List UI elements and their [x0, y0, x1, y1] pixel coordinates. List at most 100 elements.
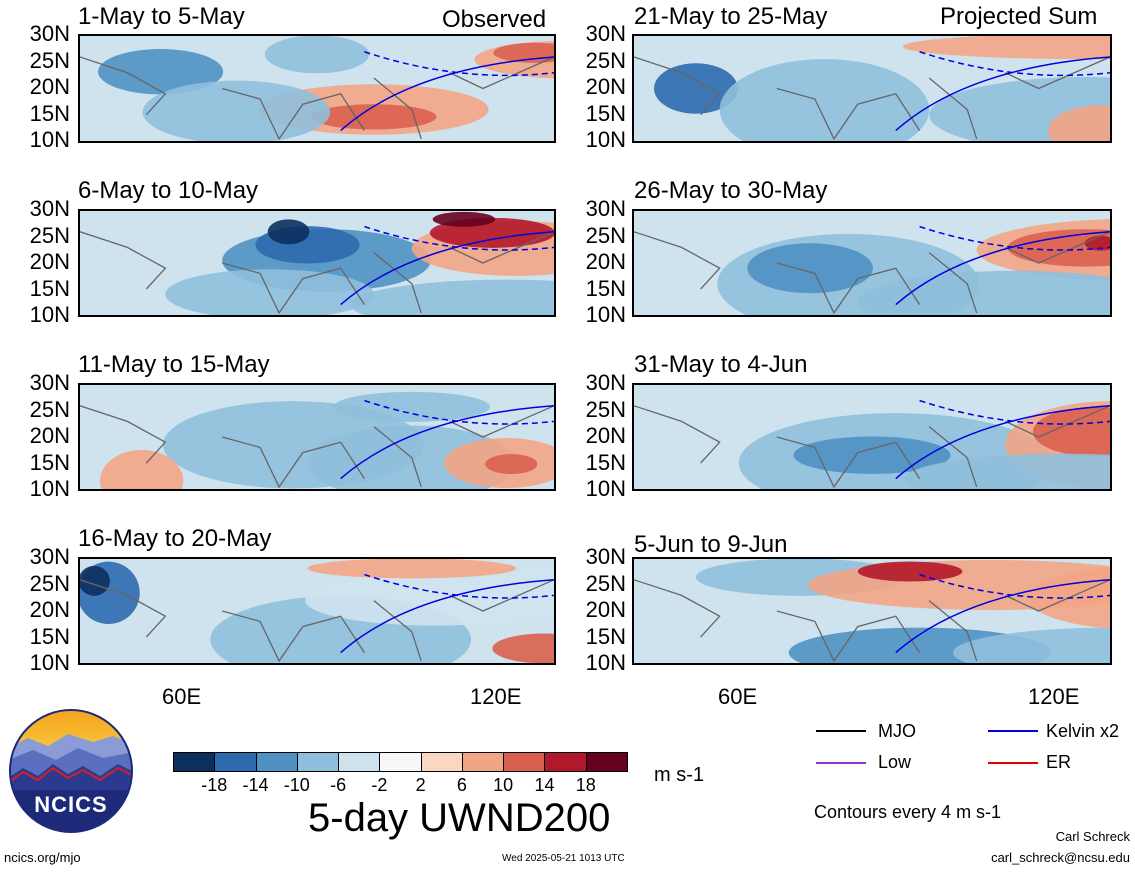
lat-tick-label: 25N	[585, 47, 626, 73]
anomaly-region	[857, 270, 1110, 315]
colorbar-swatch	[173, 752, 216, 772]
coastline	[80, 56, 554, 141]
coastline	[80, 231, 554, 315]
colorbar-swatch	[338, 752, 381, 772]
chart-title: 5-day UWND200	[308, 796, 611, 840]
units-label: m s-1	[654, 764, 704, 786]
logo-text: NCICS	[34, 792, 108, 817]
lat-tick-label: 25N	[29, 570, 70, 596]
footer-timestamp: Wed 2025-05-21 1013 UTC	[502, 853, 625, 864]
colorbar-swatch	[296, 752, 340, 772]
legend-line-mjo	[816, 730, 866, 732]
footer-author: Carl Schreck	[1055, 829, 1130, 844]
lat-tick-label: 25N	[29, 396, 70, 422]
lat-tick-label: 20N	[29, 597, 70, 622]
anomaly-region	[485, 454, 538, 475]
anomaly-region	[267, 219, 310, 245]
map-panel	[78, 557, 556, 665]
lat-tick-label: 10N	[585, 302, 626, 327]
anomaly-region	[80, 565, 110, 596]
map-panel	[632, 383, 1112, 491]
kelvin-contour	[895, 405, 1110, 480]
coastline	[634, 579, 1110, 663]
legend-label-kelvin: Kelvin x2	[1046, 721, 1120, 741]
lat-tick-label: 10N	[29, 650, 70, 675]
anomaly-region	[98, 49, 224, 95]
kelvin-contour-negative	[919, 225, 1110, 251]
kelvin-contour-negative	[364, 399, 554, 425]
anomaly-region	[492, 633, 554, 663]
map-field	[80, 559, 554, 663]
anomaly-region	[99, 450, 184, 489]
anomaly-region	[793, 436, 951, 474]
colorbar-tick-label: -10	[283, 775, 310, 795]
colorbar-tick-label: 6	[456, 775, 467, 795]
colorbar-tick-label: -18	[201, 775, 228, 795]
anomaly-region	[1032, 406, 1110, 457]
kelvin-contour	[340, 231, 554, 306]
lat-tick-label: 25N	[585, 396, 626, 422]
lat-tick-label: 15N	[29, 275, 70, 301]
colorbar-swatch	[214, 752, 257, 772]
lat-tick-label: 30N	[29, 21, 70, 46]
ncics-logo: NCICS	[8, 708, 134, 834]
legend-label-er: ER	[1046, 752, 1072, 772]
lat-tick-label: 10N	[29, 476, 70, 501]
lat-tick-label: 20N	[585, 249, 626, 274]
lat-tick-label: 10N	[585, 127, 626, 152]
map-field	[634, 36, 1110, 141]
kelvin-contour	[340, 56, 554, 132]
anomaly-region	[350, 279, 554, 315]
panel-title: 11-May to 15-May	[78, 351, 270, 378]
colorbar-swatch	[544, 752, 587, 772]
kelvin-contour-negative	[919, 399, 1110, 425]
coastline	[80, 405, 554, 489]
lat-tick-label: 15N	[29, 449, 70, 475]
map-panel	[78, 34, 556, 143]
lat-tick-label: 15N	[585, 449, 626, 475]
legend-line-er	[988, 762, 1038, 764]
panel-title: 21-May to 25-May	[634, 3, 828, 30]
anomaly-region	[719, 59, 930, 141]
kelvin-contour-negative	[364, 225, 554, 251]
anomaly-region	[142, 80, 331, 141]
lat-tick-label: 10N	[585, 476, 626, 501]
colorbar-swatch	[585, 752, 628, 772]
panel-title: 5-Jun to 9-Jun	[634, 531, 788, 558]
map-field	[80, 36, 554, 141]
panel-title: 31-May to 4-Jun	[634, 351, 808, 378]
lat-tick-label: 20N	[585, 423, 626, 448]
lat-tick-label: 30N	[585, 544, 626, 569]
lat-tick-label: 20N	[29, 74, 70, 99]
map-panel	[632, 34, 1112, 143]
lat-tick-label: 30N	[29, 370, 70, 395]
lon-tick-label: 120E	[470, 684, 522, 709]
kelvin-contour-negative	[364, 51, 554, 77]
kelvin-contour	[340, 405, 554, 480]
lat-tick-label: 30N	[29, 544, 70, 569]
map-panel	[632, 557, 1112, 665]
colorbar-swatch	[503, 752, 546, 772]
footer-url: ncics.org/mjo	[4, 850, 81, 865]
kelvin-contour-negative	[919, 51, 1110, 77]
legend-label-mjo: MJO	[878, 721, 916, 741]
colorbar-swatch	[461, 752, 505, 772]
lat-tick-label: 15N	[29, 100, 70, 126]
lat-tick-label: 20N	[585, 74, 626, 99]
anomaly-region	[857, 561, 963, 582]
anomaly-region	[905, 453, 1110, 489]
column-label-projected: Projected Sum	[940, 3, 1098, 30]
colorbar	[173, 752, 628, 772]
map-field	[634, 211, 1110, 315]
coastline	[634, 405, 1110, 489]
lat-tick-label: 15N	[29, 623, 70, 649]
kelvin-contour	[895, 579, 1110, 654]
map-field	[634, 559, 1110, 663]
lat-tick-label: 25N	[29, 47, 70, 73]
anomaly-region	[952, 627, 1110, 663]
lon-tick-label: 120E	[1028, 684, 1080, 709]
lat-tick-label: 30N	[585, 21, 626, 46]
lat-tick-label: 25N	[585, 570, 626, 596]
anomaly-region	[1048, 105, 1110, 141]
panel-title: 6-May to 10-May	[78, 177, 259, 204]
